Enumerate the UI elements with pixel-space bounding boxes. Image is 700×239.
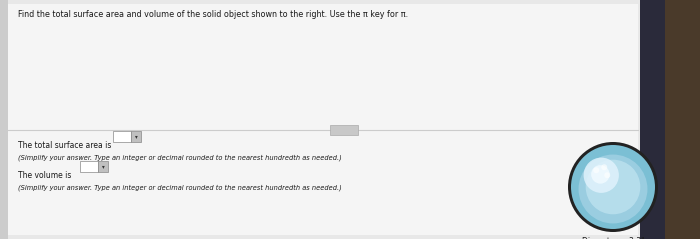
Circle shape <box>586 160 640 214</box>
Text: Find the total surface area and volume of the solid object shown to the right. U: Find the total surface area and volume o… <box>18 10 408 19</box>
Bar <box>80 161 98 172</box>
Bar <box>0 0 8 239</box>
Circle shape <box>601 164 607 170</box>
Text: ▾: ▾ <box>134 135 137 140</box>
Text: (Simplify your answer. Type an integer or decimal rounded to the nearest hundred: (Simplify your answer. Type an integer o… <box>18 154 342 161</box>
Bar <box>98 161 108 172</box>
Bar <box>330 125 358 135</box>
Bar <box>131 131 141 142</box>
Text: The volume is: The volume is <box>18 171 71 180</box>
Circle shape <box>571 145 655 229</box>
Circle shape <box>604 172 610 178</box>
Text: ▾: ▾ <box>102 164 104 169</box>
Text: (Simplify your answer. Type an integer or decimal rounded to the nearest hundred: (Simplify your answer. Type an integer o… <box>18 184 342 191</box>
Circle shape <box>593 167 599 173</box>
Circle shape <box>584 158 619 193</box>
Bar <box>640 0 665 239</box>
Circle shape <box>592 165 610 184</box>
Circle shape <box>568 142 658 232</box>
Bar <box>660 0 700 239</box>
Text: Diameter = 3.3": Diameter = 3.3" <box>582 237 644 239</box>
Text: The total surface area is: The total surface area is <box>18 141 111 150</box>
Circle shape <box>579 155 648 223</box>
Bar <box>113 131 131 142</box>
